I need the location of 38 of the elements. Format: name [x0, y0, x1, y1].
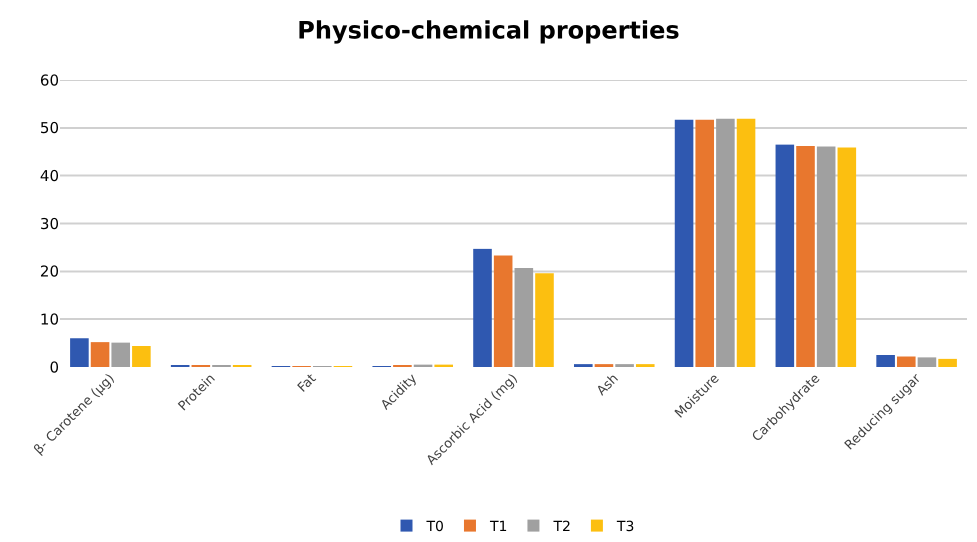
- bar: [90, 342, 110, 367]
- chart-title: Physico-chemical properties: [297, 16, 680, 44]
- y-tick-label: 40: [40, 166, 59, 185]
- bar: [514, 268, 534, 367]
- legend-label: T1: [488, 519, 508, 536]
- bar: [574, 364, 593, 367]
- y-tick-label: 10: [40, 310, 59, 328]
- bar: [776, 144, 794, 367]
- bar: [70, 338, 89, 367]
- bar: [816, 146, 836, 367]
- legend-label: T3: [616, 519, 634, 536]
- bar: [736, 118, 756, 367]
- legend-label: T0: [426, 519, 444, 536]
- y-tick-label: 60: [40, 71, 59, 90]
- bar: [876, 355, 895, 367]
- bar: [838, 147, 856, 367]
- legend-label: T2: [552, 519, 571, 536]
- x-tick-label: Ash: [594, 371, 622, 399]
- bar: [796, 146, 815, 367]
- bar: [896, 356, 916, 367]
- bar: [594, 364, 614, 367]
- bar: [111, 342, 130, 367]
- y-tick-label: 30: [40, 214, 59, 233]
- bar: [494, 256, 512, 367]
- bar: [636, 364, 655, 367]
- bar: [535, 273, 554, 367]
- bar: [473, 248, 492, 367]
- y-tick-label: 0: [49, 358, 59, 376]
- y-tick-label: 50: [40, 119, 59, 138]
- y-tick-label: 20: [40, 262, 59, 281]
- x-tick-label: Fat: [295, 371, 320, 396]
- bar: [716, 118, 735, 367]
- bar: [615, 364, 634, 367]
- bar: [132, 346, 151, 367]
- bar: [695, 120, 714, 367]
- bar: [674, 120, 694, 367]
- bar: [938, 358, 957, 367]
- bar: [918, 357, 936, 367]
